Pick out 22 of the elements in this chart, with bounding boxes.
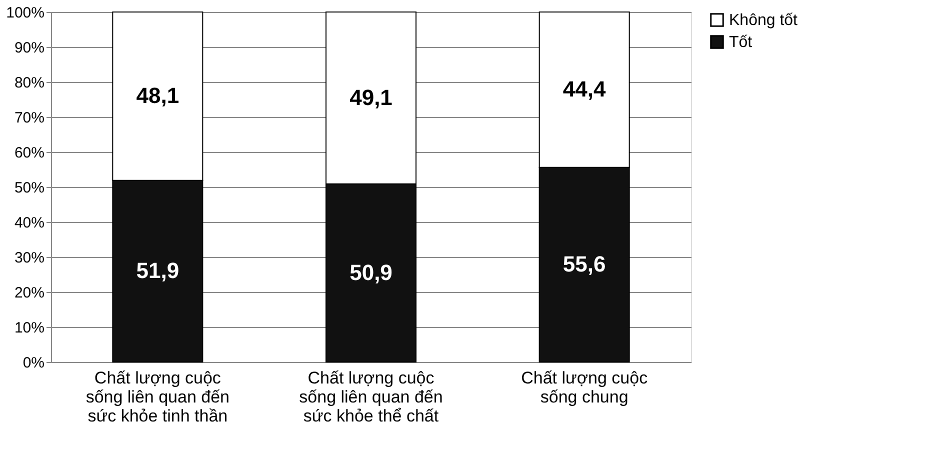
data-label: 48,1 — [136, 83, 180, 108]
y-tick-label: 40% — [14, 214, 44, 232]
data-label: 49,1 — [350, 84, 392, 110]
y-tick-label: 100% — [6, 4, 44, 22]
x-tick-label: Chất lượng cuộc sống chung — [521, 368, 648, 406]
y-tick-label: 20% — [14, 284, 44, 302]
y-tick-label: 0% — [22, 354, 44, 372]
data-label: 51,9 — [136, 258, 180, 284]
y-tick-label: 70% — [14, 110, 44, 126]
data-label: 44,4 — [562, 76, 606, 102]
legend-label: Không tốt — [729, 12, 798, 29]
y-tick-label: 30% — [14, 250, 44, 266]
y-tick-label: 50% — [14, 180, 44, 196]
y-tick-label: 60% — [14, 144, 44, 162]
y-tick-label: 10% — [14, 320, 44, 336]
x-tick-label: Chất lượng cuộc sống liên quan đến sức khỏe tinh thần — [86, 368, 230, 426]
data-label: 50,9 — [350, 260, 392, 285]
y-tick-label: 80% — [14, 74, 44, 92]
x-tick-label: Chất lượng cuộc sống liên quan đến sức khỏe thể chất — [299, 368, 443, 426]
y-tick-label: 90% — [14, 40, 44, 56]
data-label: 55,6 — [562, 252, 606, 277]
legend-label: Tốt — [729, 34, 753, 51]
